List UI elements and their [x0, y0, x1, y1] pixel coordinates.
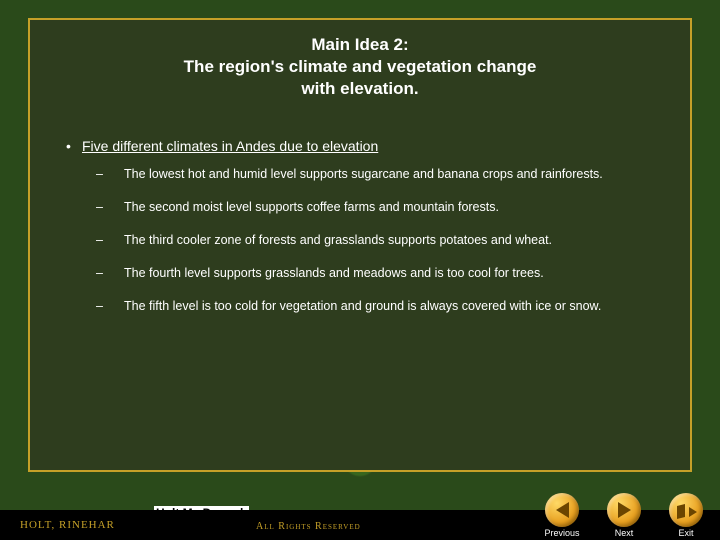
- main-bullet: •Five different climates in Andes due to…: [66, 138, 666, 154]
- dash-icon: –: [110, 166, 124, 183]
- sub-bullet-text: The third cooler zone of forests and gra…: [124, 233, 552, 247]
- title-line-1: Main Idea 2:: [54, 34, 666, 56]
- sub-bullet-text: The fourth level supports grasslands and…: [124, 266, 544, 280]
- dash-icon: –: [110, 265, 124, 282]
- previous-label: Previous: [544, 528, 579, 538]
- dash-icon: –: [110, 199, 124, 216]
- rights-label: All Rights Reserved: [256, 521, 361, 532]
- sub-bullet-item: –The lowest hot and humid level supports…: [110, 166, 666, 183]
- sub-bullet-item: –The fifth level is too cold for vegetat…: [110, 298, 666, 315]
- next-button[interactable]: Next: [596, 493, 652, 538]
- slide-panel: Main Idea 2: The region's climate and ve…: [28, 18, 692, 472]
- exit-button[interactable]: Exit: [658, 493, 714, 538]
- main-bullet-text: Five different climates in Andes due to …: [82, 138, 378, 154]
- brand-label: HOLT, RINEHAR: [0, 519, 115, 531]
- previous-icon: [545, 493, 579, 527]
- sub-bullet-item: –The second moist level supports coffee …: [110, 199, 666, 216]
- sub-bullet-list: –The lowest hot and humid level supports…: [110, 166, 666, 314]
- sub-bullet-text: The fifth level is too cold for vegetati…: [124, 299, 601, 313]
- sub-bullet-text: The second moist level supports coffee f…: [124, 200, 499, 214]
- bullet-dot-icon: •: [66, 138, 82, 154]
- exit-label: Exit: [678, 528, 693, 538]
- title-line-2: The region's climate and vegetation chan…: [54, 56, 666, 78]
- door-arrow-icon: [677, 503, 695, 518]
- next-label: Next: [615, 528, 634, 538]
- dash-icon: –: [110, 298, 124, 315]
- slide-title: Main Idea 2: The region's climate and ve…: [54, 34, 666, 100]
- nav-button-group: Previous Next Exit: [534, 493, 714, 538]
- dash-icon: –: [110, 232, 124, 249]
- sub-bullet-item: –The fourth level supports grasslands an…: [110, 265, 666, 282]
- next-icon: [607, 493, 641, 527]
- exit-icon: [669, 493, 703, 527]
- sub-bullet-item: –The third cooler zone of forests and gr…: [110, 232, 666, 249]
- triangle-left-icon: [556, 502, 569, 518]
- title-line-3: with elevation.: [54, 78, 666, 100]
- triangle-right-icon: [618, 502, 631, 518]
- previous-button[interactable]: Previous: [534, 493, 590, 538]
- sub-bullet-text: The lowest hot and humid level supports …: [124, 167, 603, 181]
